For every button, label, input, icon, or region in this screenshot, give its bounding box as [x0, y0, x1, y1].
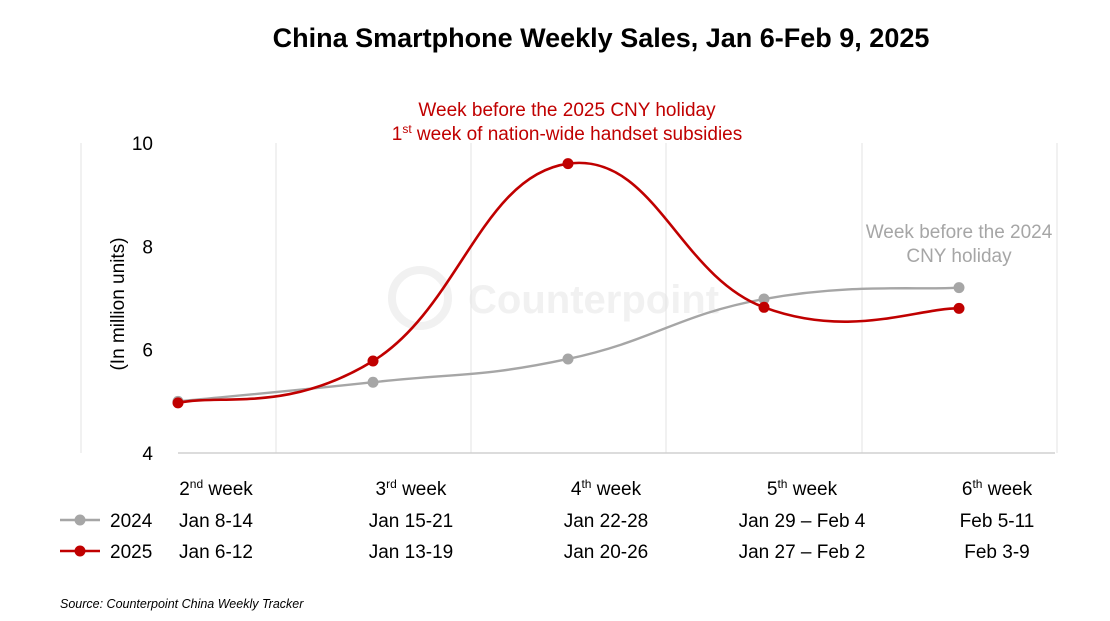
- y-axis-ticks: 4 6 8 10: [132, 134, 154, 465]
- date-label-2025: Jan 27 – Feb 2: [739, 542, 866, 563]
- data-point-2024: [562, 353, 574, 365]
- legend-label-2024: 2024: [110, 511, 153, 532]
- watermark-text: Counterpoint: [468, 278, 719, 322]
- data-point-2025: [562, 158, 574, 170]
- date-label-2025: Jan 6-12: [179, 542, 253, 563]
- annotation-2025: Week before the 2025 CNY holiday 1st wee…: [392, 100, 743, 145]
- y-tick-label: 6: [142, 341, 153, 362]
- data-point-2024: [367, 376, 379, 388]
- annotation-2024: Week before the 2024 CNY holiday: [866, 222, 1053, 267]
- chart-title: China Smartphone Weekly Sales, Jan 6-Feb…: [273, 23, 930, 53]
- legend: 2024 2025: [60, 511, 153, 563]
- data-point-2025: [172, 397, 184, 409]
- gridlines: [80, 143, 1058, 453]
- date-label-2024: Jan 29 – Feb 4: [739, 511, 866, 532]
- data-point-2025: [367, 355, 379, 367]
- y-tick-label: 8: [142, 237, 153, 258]
- annotation-2025-line1: Week before the 2025 CNY holiday: [418, 100, 716, 121]
- x-category-label: 4th week: [571, 477, 642, 500]
- series: [172, 158, 965, 409]
- y-tick-label: 10: [132, 134, 153, 155]
- date-label-2024: Jan 22-28: [564, 511, 649, 532]
- date-label-2024: Jan 15-21: [369, 511, 454, 532]
- annotation-2025-line2: 1st week of nation-wide handset subsidie…: [392, 122, 743, 145]
- date-label-2024: Feb 5-11: [960, 511, 1035, 532]
- x-category-label: 6th week: [962, 477, 1033, 500]
- date-label-2025: Feb 3-9: [964, 542, 1029, 563]
- date-label-2025: Jan 20-26: [564, 542, 649, 563]
- data-point-2024: [953, 282, 965, 294]
- date-label-2024: Jan 8-14: [179, 511, 253, 532]
- watermark: Counterpoint: [388, 266, 719, 330]
- y-axis-label: (In million units): [108, 237, 129, 370]
- source-note: Source: Counterpoint China Weekly Tracke…: [60, 597, 304, 611]
- annotation-2024-line1: Week before the 2024: [866, 222, 1053, 243]
- date-label-2025: Jan 13-19: [369, 542, 454, 563]
- legend-marker-2025: [74, 545, 86, 557]
- annotation-2024-line2: CNY holiday: [906, 246, 1012, 267]
- y-tick-label: 4: [142, 444, 153, 465]
- x-category-label: 2nd week: [179, 477, 253, 500]
- x-category-label: 5th week: [767, 477, 838, 500]
- legend-marker-2024: [74, 514, 86, 526]
- watermark-logo-icon: [388, 266, 452, 330]
- x-axis-categories: 2nd week 3rd week 4th week 5th week 6th week…: [179, 477, 1034, 563]
- x-category-label: 3rd week: [376, 477, 447, 500]
- data-point-2025: [953, 302, 965, 314]
- data-point-2025: [758, 301, 770, 313]
- legend-label-2025: 2025: [110, 542, 152, 563]
- data-point-2024: [758, 293, 770, 305]
